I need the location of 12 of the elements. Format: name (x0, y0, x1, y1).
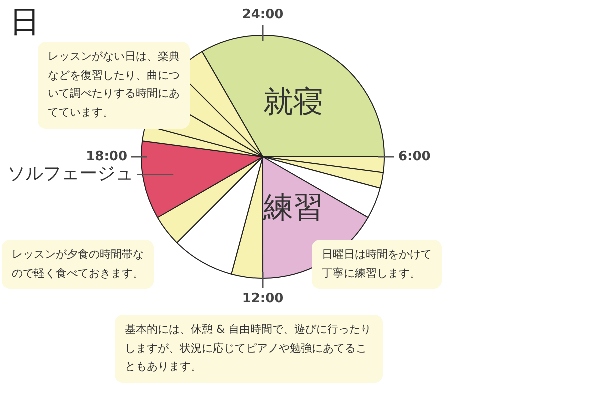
text: 6:00 (398, 149, 431, 164)
text: 18:00 (86, 149, 128, 164)
slice-label: ソルフェージュ (8, 163, 134, 184)
slice-label: 練習 (262, 190, 324, 226)
slice-label: 就寝 (263, 85, 324, 120)
text: 24:00 (242, 7, 284, 22)
text: 12:00 (242, 291, 284, 306)
text: 日曜日は時間をかけて丁寧に練習します。 (312, 240, 442, 290)
text: 基本的には、休憩 & 自由時間で、遊びに行ったりしますが、状況に応じてピアノや勉強にあてることもあります。 (115, 315, 382, 384)
chart-title: 日 (10, 4, 40, 42)
text: レッスンが夕食の時間帯なので軽く食べておきます。 (2, 240, 154, 290)
text: レッスンがない日は、楽典などを復習したり、曲について調べたりする時間にあてています。 (38, 42, 190, 129)
